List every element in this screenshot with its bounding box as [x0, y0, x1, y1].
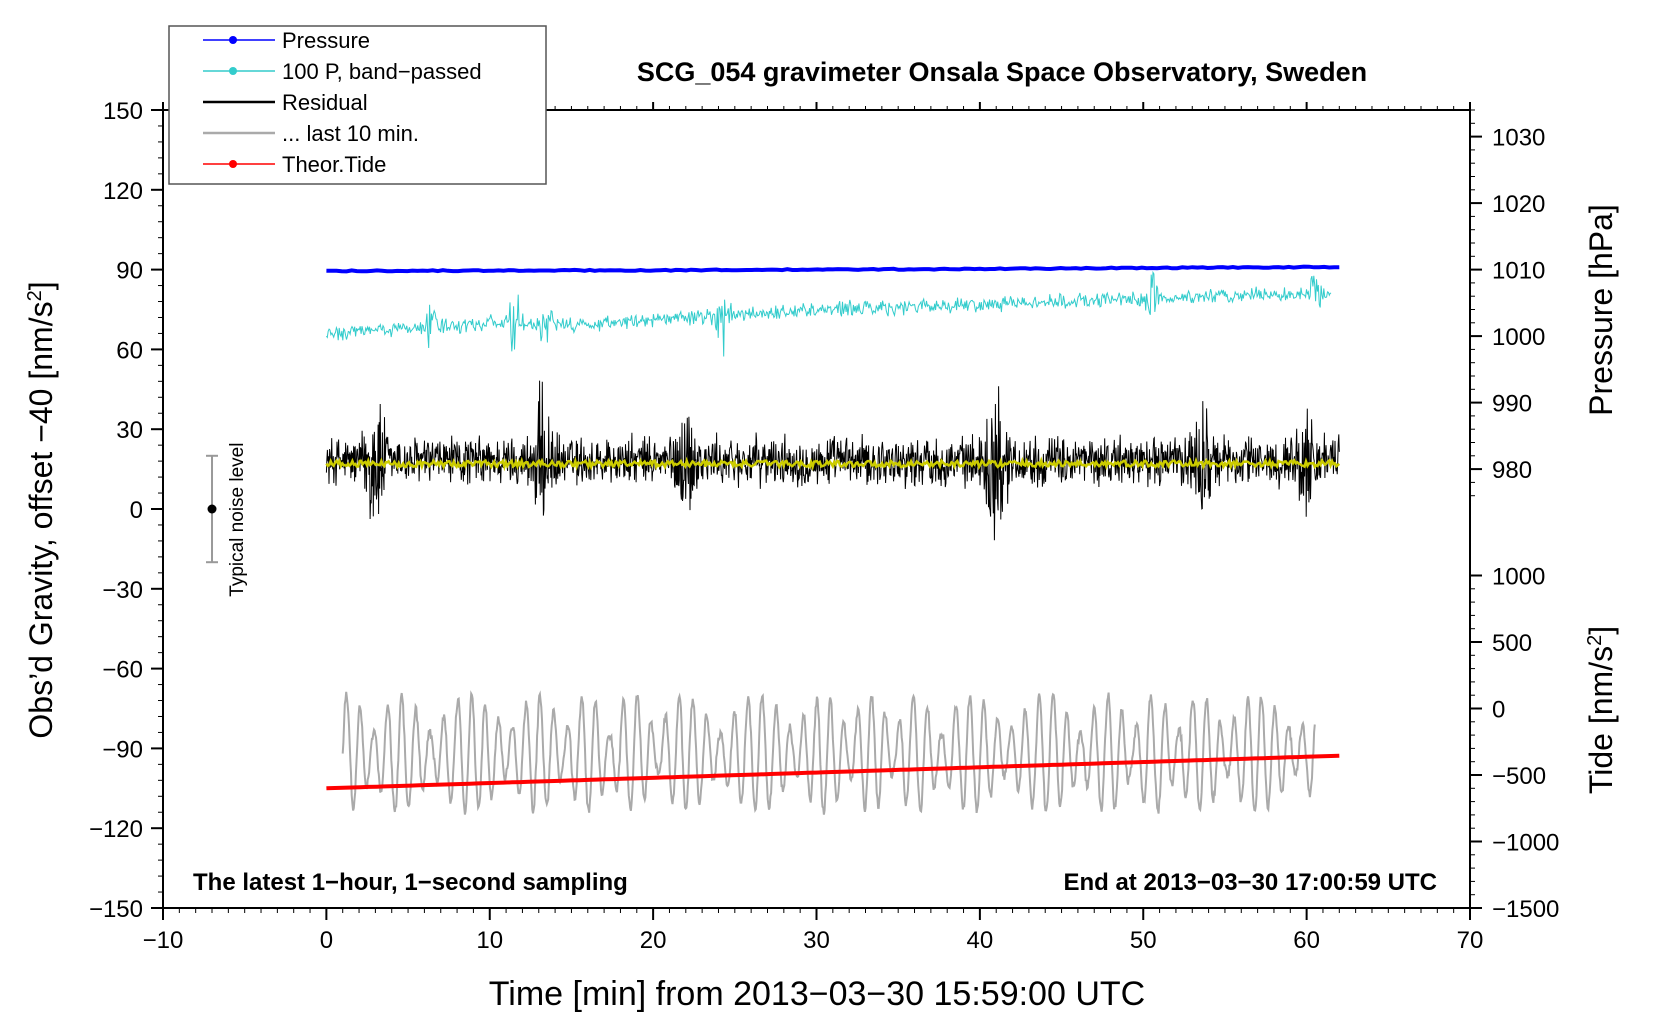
y-tick-label: −150 — [89, 896, 143, 923]
axes-layer: −10 0 10 20 30 40 50 60 70−150−120−90−60−3003060… — [89, 98, 1559, 954]
last-10-min-series — [341, 690, 1316, 815]
legend-label: ... last 10 min. — [282, 121, 419, 146]
x-tick-label: −10 — [143, 927, 184, 954]
legend-label: Theor.Tide — [282, 152, 386, 177]
noise-bar-dot — [207, 504, 217, 514]
pressure-tick-label: 1000 — [1492, 324, 1545, 351]
y-tick-label: 30 — [116, 417, 143, 444]
y-axis-label-pressure: Pressure [hPa] — [1583, 204, 1619, 416]
y-tick-label: 120 — [103, 178, 143, 205]
legend-swatch-dot — [229, 160, 237, 168]
y-tick-label: 90 — [116, 258, 143, 285]
noise-level-indicator — [206, 454, 219, 564]
pressure-tick-label: 1030 — [1492, 125, 1545, 152]
x-tick-label: 40 — [967, 927, 994, 954]
x-axis-label: Time [min] from 2013−03−30 15:59:00 UTC — [489, 975, 1145, 1013]
y-axis-label-left-main: Obs’d Gravity, offset −40 [nm/s — [23, 301, 59, 738]
x-tick-label: 60 — [1293, 927, 1320, 954]
y-tick-label: 0 — [130, 497, 143, 524]
legend: Pressure 100 P, band−passed Residual ... la… — [168, 25, 547, 185]
tide-tick-label: 0 — [1492, 697, 1505, 724]
legend-swatch-dot — [229, 67, 237, 75]
series-layer — [325, 264, 1341, 815]
theoretical-tide-series — [326, 753, 1340, 791]
legend-label: Residual — [282, 90, 368, 115]
tide-tick-label: −500 — [1492, 763, 1546, 790]
tide-tick-label: 500 — [1492, 630, 1532, 657]
y-tick-label: 150 — [103, 98, 143, 125]
legend-box — [168, 25, 547, 185]
x-tick-label: 20 — [640, 927, 667, 954]
legend-label: 100 P, band−passed — [282, 59, 482, 84]
y-axis-label-left-sup: 2 — [24, 290, 46, 301]
residual-smoothed-series — [325, 456, 1341, 472]
y-axis-label-tide-close: ] — [1583, 626, 1619, 635]
pressure-bandpassed-series — [325, 270, 1332, 357]
chart-title: SCG_054 gravimeter Onsala Space Observat… — [637, 57, 1367, 87]
legend-label: Pressure — [282, 28, 370, 53]
legend-swatch-dot — [229, 36, 237, 44]
y-tick-label: −90 — [102, 736, 143, 763]
y-axis-label-tide-sup: 2 — [1584, 635, 1606, 646]
y-axis-label-left: Obs’d Gravity, offset −40 [nm/s2] — [23, 281, 59, 738]
y-tick-label: −120 — [89, 816, 143, 843]
x-tick-label: 70 — [1457, 927, 1484, 954]
x-tick-label: 0 — [320, 927, 333, 954]
y-tick-label: −30 — [102, 577, 143, 604]
pressure-tick-label: 1010 — [1492, 258, 1545, 285]
pressure-series — [326, 264, 1340, 274]
pressure-tick-label: 980 — [1492, 457, 1532, 484]
x-tick-label: 50 — [1130, 927, 1157, 954]
y-axis-label-left-close: ] — [23, 281, 59, 290]
y-tick-label: −60 — [102, 657, 143, 684]
y-axis-label-tide-main: Tide [nm/s — [1583, 646, 1619, 794]
y-tick-label: 60 — [116, 337, 143, 364]
x-tick-label: 30 — [803, 927, 830, 954]
tide-tick-label: −1500 — [1492, 896, 1559, 923]
annotation-sampling: The latest 1−hour, 1−second sampling — [193, 869, 628, 896]
x-tick-label: 10 — [476, 927, 503, 954]
pressure-tick-label: 1020 — [1492, 191, 1545, 218]
noise-level-label: Typical noise level — [227, 443, 248, 597]
residual-series — [325, 380, 1340, 541]
tide-tick-label: 1000 — [1492, 564, 1545, 591]
y-axis-label-tide: Tide [nm/s2] — [1583, 626, 1619, 794]
tide-tick-label: −1000 — [1492, 830, 1559, 857]
pressure-tick-label: 990 — [1492, 391, 1532, 418]
annotation-end-time: End at 2013−03−30 17:00:59 UTC — [1063, 869, 1437, 896]
